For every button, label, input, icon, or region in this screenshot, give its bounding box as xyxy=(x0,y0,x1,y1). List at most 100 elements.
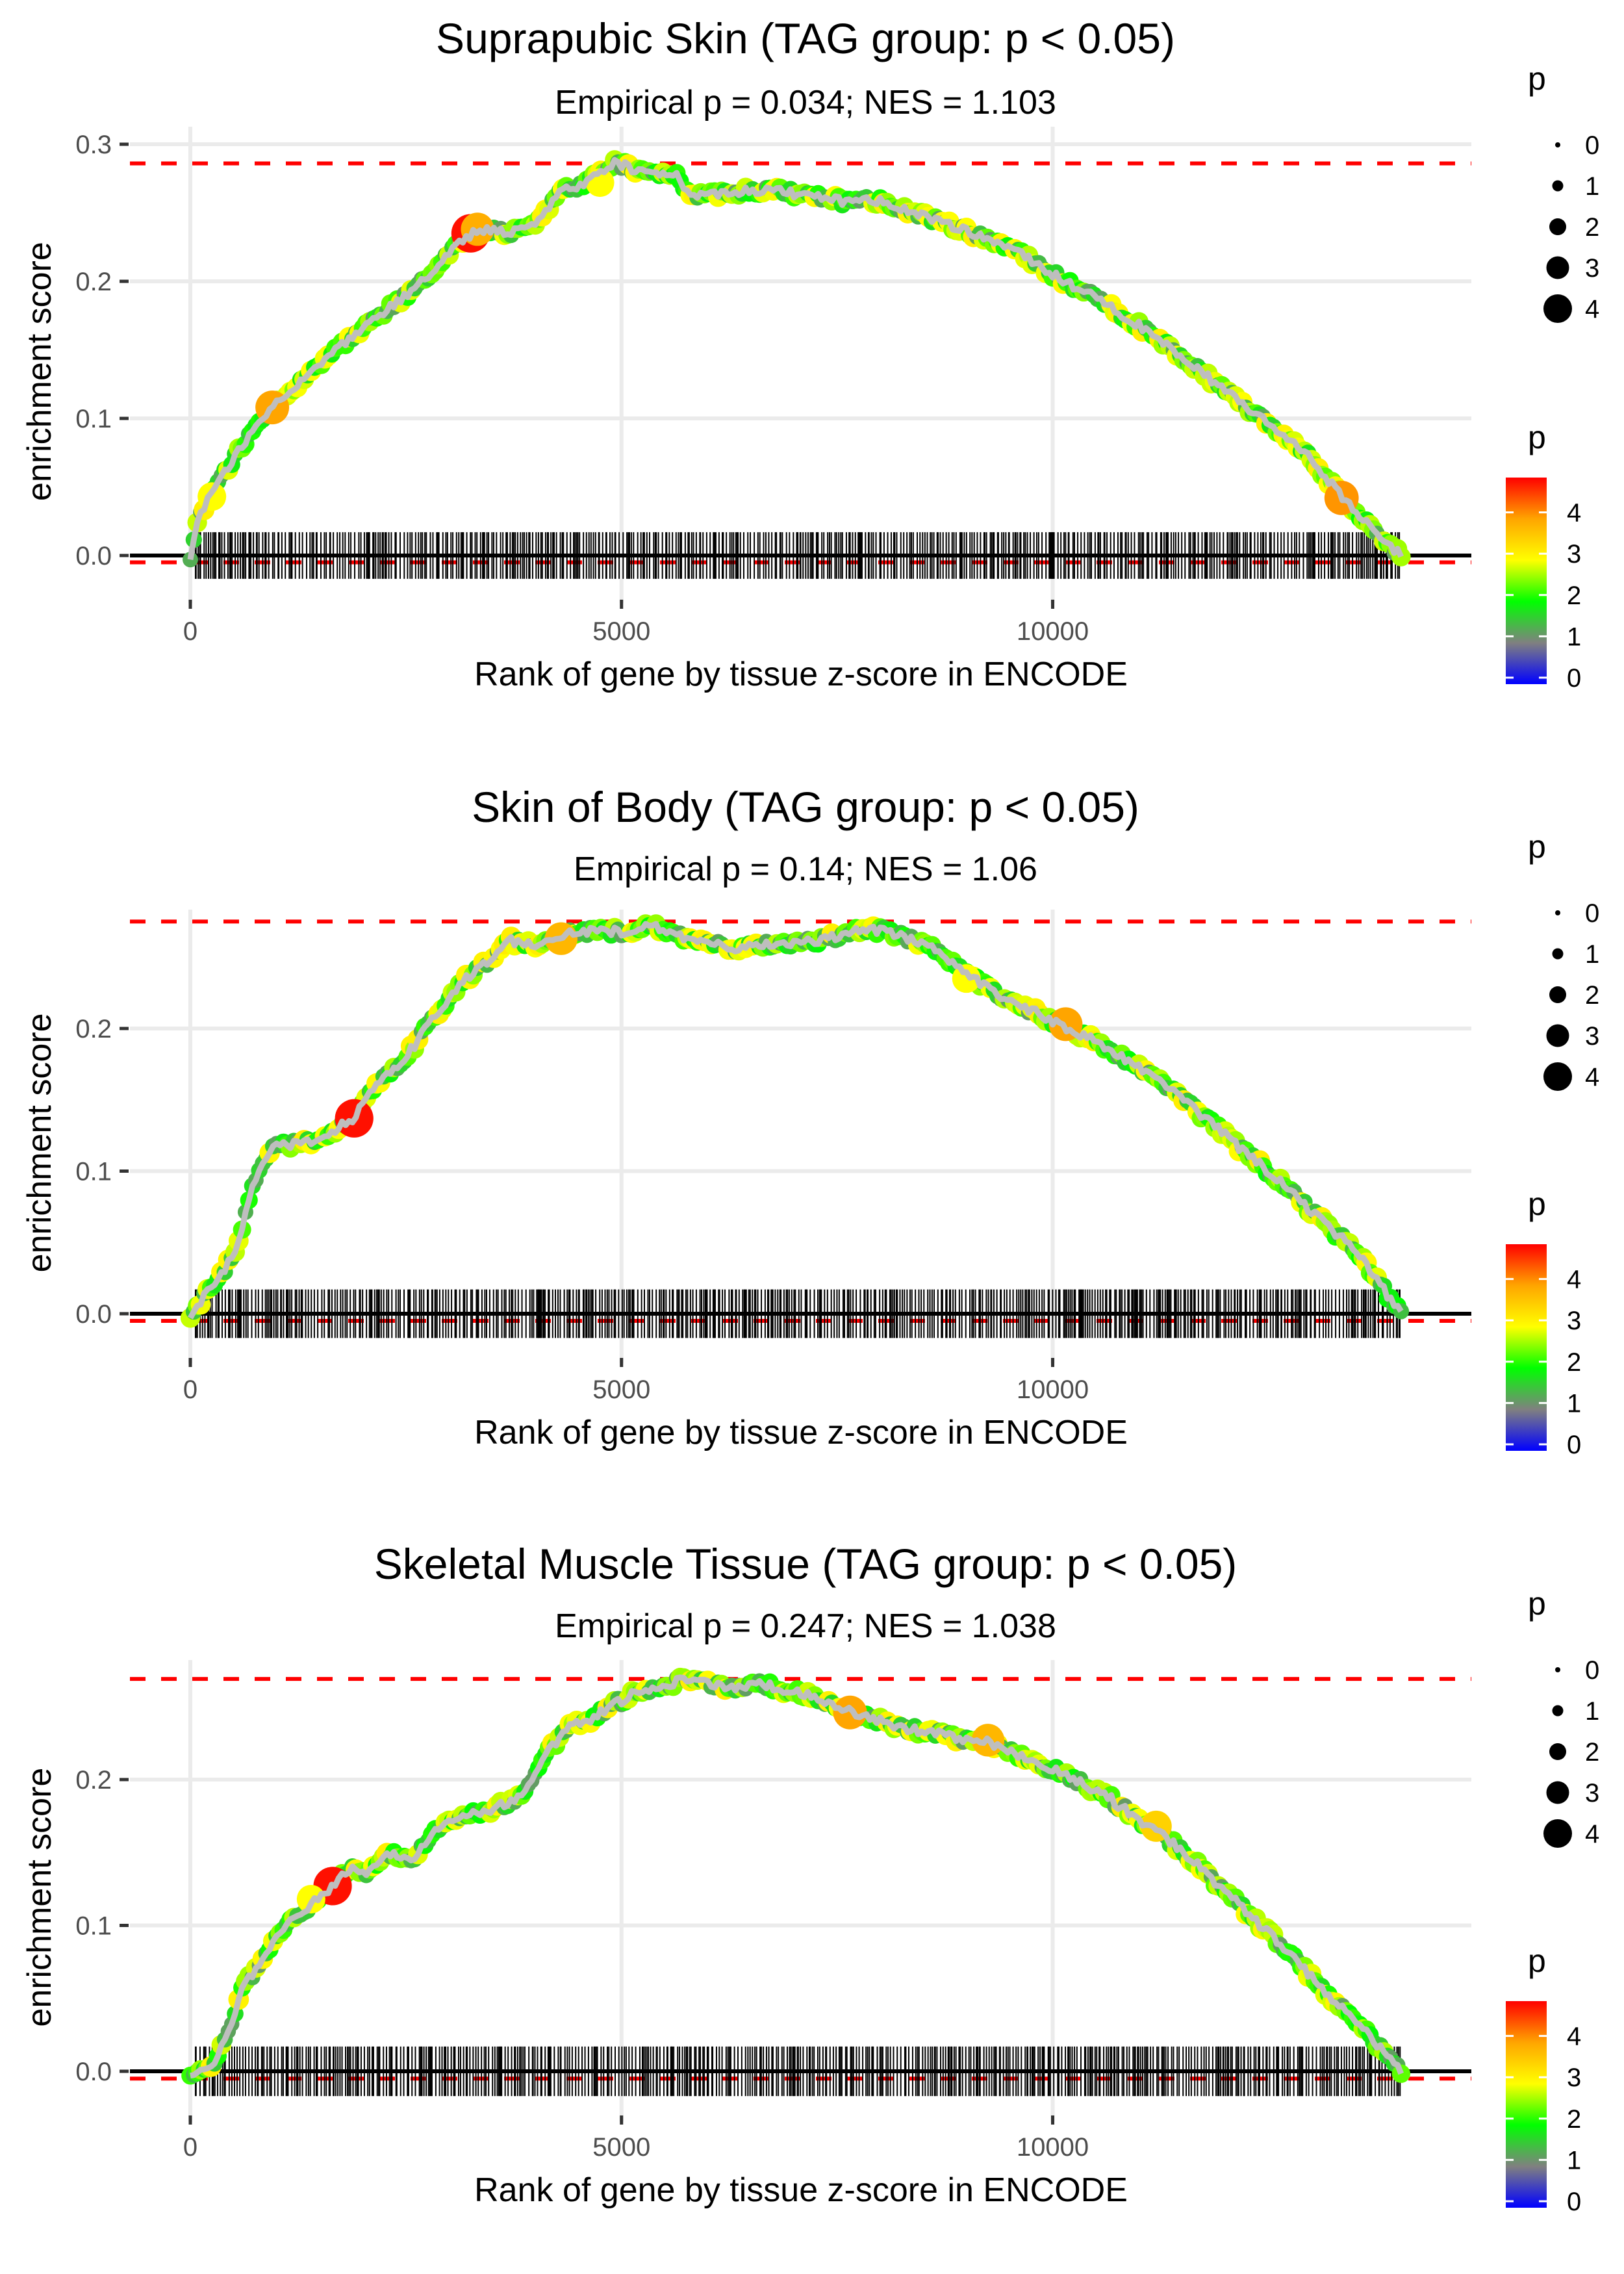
panel-title: Skin of Body (TAG group: p < 0.05) xyxy=(472,783,1139,831)
panel-1: Suprapubic Skin (TAG group: p < 0.05) Emp… xyxy=(21,14,1599,693)
size-legend-label: 1 xyxy=(1585,172,1599,201)
x-axis-title: Rank of gene by tissue z-score in ENCODE xyxy=(474,2171,1128,2209)
size-legend-key xyxy=(1546,1781,1569,1804)
color-legend-bar xyxy=(1506,478,1547,684)
size-legend-label: 0 xyxy=(1585,131,1599,160)
color-legend-title: p xyxy=(1528,419,1546,455)
size-legend-label: 4 xyxy=(1585,1063,1599,1092)
x-tick-label: 5000 xyxy=(592,2133,650,2162)
color-legend-title: p xyxy=(1528,1186,1546,1222)
size-legend: p 0 1 2 3 4 xyxy=(1528,1585,1599,1848)
size-legend: p 0 1 2 3 4 xyxy=(1528,60,1599,324)
size-legend-key xyxy=(1543,1819,1572,1848)
color-legend-label: 0 xyxy=(1567,664,1581,693)
x-tick-label: 5000 xyxy=(592,1375,650,1404)
x-axis-title: Rank of gene by tissue z-score in ENCODE xyxy=(474,656,1128,693)
size-legend-key xyxy=(1543,294,1572,323)
es-curve xyxy=(188,921,1404,1320)
size-legend-label: 4 xyxy=(1585,1820,1599,1848)
es-curve xyxy=(187,157,1404,561)
size-legend-key xyxy=(1552,1705,1564,1717)
size-legend-key xyxy=(1555,910,1560,915)
size-legend: p 0 1 2 3 4 xyxy=(1528,828,1599,1092)
x-tick-label: 0 xyxy=(183,617,197,646)
color-legend-label: 2 xyxy=(1567,581,1581,610)
y-tick-label: 0.0 xyxy=(75,1300,112,1329)
size-legend-label: 4 xyxy=(1585,295,1599,324)
color-legend-title: p xyxy=(1528,1943,1546,1979)
size-legend-key xyxy=(1549,986,1566,1003)
y-tick-label: 0.2 xyxy=(75,1015,112,1043)
data-point xyxy=(183,552,198,568)
size-legend-key xyxy=(1546,256,1569,279)
color-legend-bar xyxy=(1506,2001,1547,2208)
y-tick-label: 0.1 xyxy=(75,1912,112,1941)
color-legend-label: 4 xyxy=(1567,1266,1581,1294)
color-legend-label: 4 xyxy=(1567,499,1581,528)
size-legend-key xyxy=(1555,1667,1560,1672)
y-tick-label: 0.1 xyxy=(75,405,112,433)
color-legend-label: 2 xyxy=(1567,1348,1581,1377)
color-legend-label: 1 xyxy=(1567,2146,1581,2175)
color-legend-label: 0 xyxy=(1567,2188,1581,2216)
y-tick-label: 0.2 xyxy=(75,268,112,296)
size-legend-key xyxy=(1552,948,1564,960)
size-legend-key xyxy=(1543,1062,1572,1091)
y-axis-title: enrichment score xyxy=(21,1014,58,1273)
panel-subtitle: Empirical p = 0.034; NES = 1.103 xyxy=(555,84,1056,121)
y-axis-title: enrichment score xyxy=(21,1768,58,2027)
y-tick-label: 0.3 xyxy=(75,131,112,159)
x-tick-label: 10000 xyxy=(1017,617,1089,646)
color-legend-label: 1 xyxy=(1567,1389,1581,1418)
size-legend-label: 3 xyxy=(1585,1779,1599,1808)
color-legend-bar xyxy=(1506,1244,1547,1451)
size-legend-key xyxy=(1552,180,1564,192)
panel-subtitle: Empirical p = 0.14; NES = 1.06 xyxy=(574,850,1037,888)
color-legend-label: 1 xyxy=(1567,622,1581,651)
size-legend-label: 2 xyxy=(1585,1738,1599,1767)
size-legend-key xyxy=(1555,142,1560,147)
panel-title: Suprapubic Skin (TAG group: p < 0.05) xyxy=(436,14,1175,62)
color-legend: p 4 3 2 1 0 xyxy=(1506,419,1581,693)
color-legend-label: 2 xyxy=(1567,2105,1581,2134)
color-legend-label: 3 xyxy=(1567,2063,1581,2092)
y-axis-title: enrichment score xyxy=(21,242,58,501)
color-legend: p 4 3 2 1 0 xyxy=(1506,1943,1581,2216)
size-legend-label: 2 xyxy=(1585,981,1599,1010)
size-legend-label: 1 xyxy=(1585,940,1599,969)
size-legend-label: 3 xyxy=(1585,1022,1599,1051)
size-legend-key xyxy=(1546,1024,1569,1047)
panel-3: Skeletal Muscle Tissue (TAG group: p < 0… xyxy=(21,1540,1599,2216)
y-tick-label: 0.2 xyxy=(75,1766,112,1795)
size-legend-title: p xyxy=(1528,1585,1546,1622)
size-legend-label: 3 xyxy=(1585,254,1599,283)
y-tick-label: 0.0 xyxy=(75,2058,112,2086)
x-tick-label: 10000 xyxy=(1017,1375,1089,1404)
curve-points xyxy=(180,914,1410,1328)
color-legend: p 4 3 2 1 0 xyxy=(1506,1186,1581,1459)
size-legend-label: 0 xyxy=(1585,899,1599,928)
size-legend-title: p xyxy=(1528,828,1546,865)
size-legend-title: p xyxy=(1528,60,1546,97)
size-legend-label: 1 xyxy=(1585,1697,1599,1726)
x-tick-label: 10000 xyxy=(1017,2133,1089,2162)
curve-points xyxy=(183,150,1411,568)
size-legend-key xyxy=(1549,1743,1566,1760)
x-tick-label: 0 xyxy=(183,2133,197,2162)
size-legend-key xyxy=(1549,218,1566,235)
x-tick-label: 0 xyxy=(183,1375,197,1404)
x-axis-title: Rank of gene by tissue z-score in ENCODE xyxy=(474,1414,1128,1451)
color-legend-label: 4 xyxy=(1567,2023,1581,2051)
size-legend-label: 0 xyxy=(1585,1656,1599,1685)
es-curve xyxy=(190,1674,1404,2079)
color-legend-label: 0 xyxy=(1567,1431,1581,1459)
size-legend-label: 2 xyxy=(1585,213,1599,242)
y-tick-label: 0.1 xyxy=(75,1158,112,1186)
x-tick-label: 5000 xyxy=(592,617,650,646)
color-legend-label: 3 xyxy=(1567,540,1581,568)
color-legend-label: 3 xyxy=(1567,1307,1581,1335)
y-tick-label: 0.0 xyxy=(75,542,112,570)
panel-subtitle: Empirical p = 0.247; NES = 1.038 xyxy=(555,1607,1056,1645)
panel-2: Skin of Body (TAG group: p < 0.05) Empiri… xyxy=(21,783,1599,1459)
